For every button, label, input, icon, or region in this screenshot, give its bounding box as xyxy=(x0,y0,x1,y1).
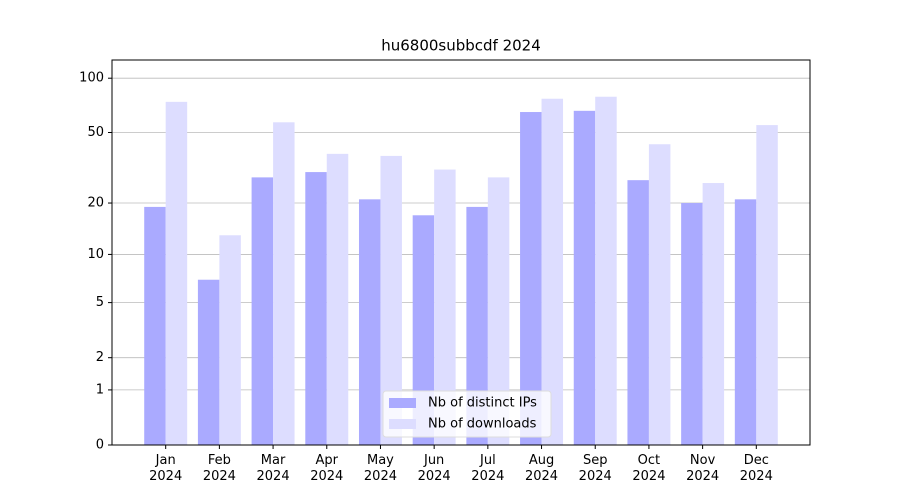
bar xyxy=(305,172,327,445)
x-tick-label: Apr 2024 xyxy=(310,453,344,484)
bar xyxy=(273,122,295,445)
bar xyxy=(487,177,510,445)
bar xyxy=(434,169,456,445)
bar xyxy=(734,199,757,445)
x-tick-label: Jul 2024 xyxy=(471,453,505,484)
bar xyxy=(380,155,402,445)
legend-swatch xyxy=(389,398,416,408)
bar xyxy=(358,199,381,445)
bar xyxy=(144,206,166,445)
y-tick-label: 10 xyxy=(87,247,104,262)
bar xyxy=(251,177,274,445)
y-tick-label: 0 xyxy=(96,438,104,453)
bar xyxy=(595,96,617,445)
bar xyxy=(197,279,220,445)
plot-frame xyxy=(111,59,811,446)
bar xyxy=(648,144,671,445)
bar xyxy=(326,153,349,445)
bar xyxy=(219,235,241,445)
x-tick-label: Oct 2024 xyxy=(632,453,666,484)
bar xyxy=(627,180,649,445)
x-tick-label: Sep 2024 xyxy=(578,453,612,484)
bar xyxy=(412,215,435,445)
y-tick-label: 2 xyxy=(96,350,104,365)
legend-label: Nb of downloads xyxy=(428,417,537,432)
y-tick-label: 100 xyxy=(79,71,104,86)
legend-label: Nb of distinct IPs xyxy=(428,396,537,411)
bar xyxy=(541,98,564,445)
x-tick-label: Aug 2024 xyxy=(524,453,559,484)
y-tick-label: 20 xyxy=(87,196,104,211)
x-tick-label: Jan 2024 xyxy=(149,453,183,484)
y-tick-label: 50 xyxy=(87,125,104,140)
bar xyxy=(573,110,596,445)
x-tick-label: Jun 2024 xyxy=(417,453,451,484)
bar xyxy=(466,206,488,445)
legend-swatch xyxy=(389,419,416,429)
x-tick-label: Feb 2024 xyxy=(202,453,236,484)
y-tick-label: 1 xyxy=(96,382,104,397)
chart-title: hu6800subbcdf 2024 xyxy=(381,37,541,55)
x-tick-label: Nov 2024 xyxy=(686,453,720,484)
bar xyxy=(702,183,725,445)
legend-box xyxy=(382,390,552,438)
x-tick-label: Dec 2024 xyxy=(739,453,773,484)
x-tick-label: May 2024 xyxy=(363,453,397,484)
bar xyxy=(681,203,703,445)
bar xyxy=(520,112,542,445)
y-tick-label: 5 xyxy=(96,295,104,310)
bar xyxy=(165,101,188,446)
x-tick-label: Mar 2024 xyxy=(256,453,290,484)
bar xyxy=(756,125,778,445)
